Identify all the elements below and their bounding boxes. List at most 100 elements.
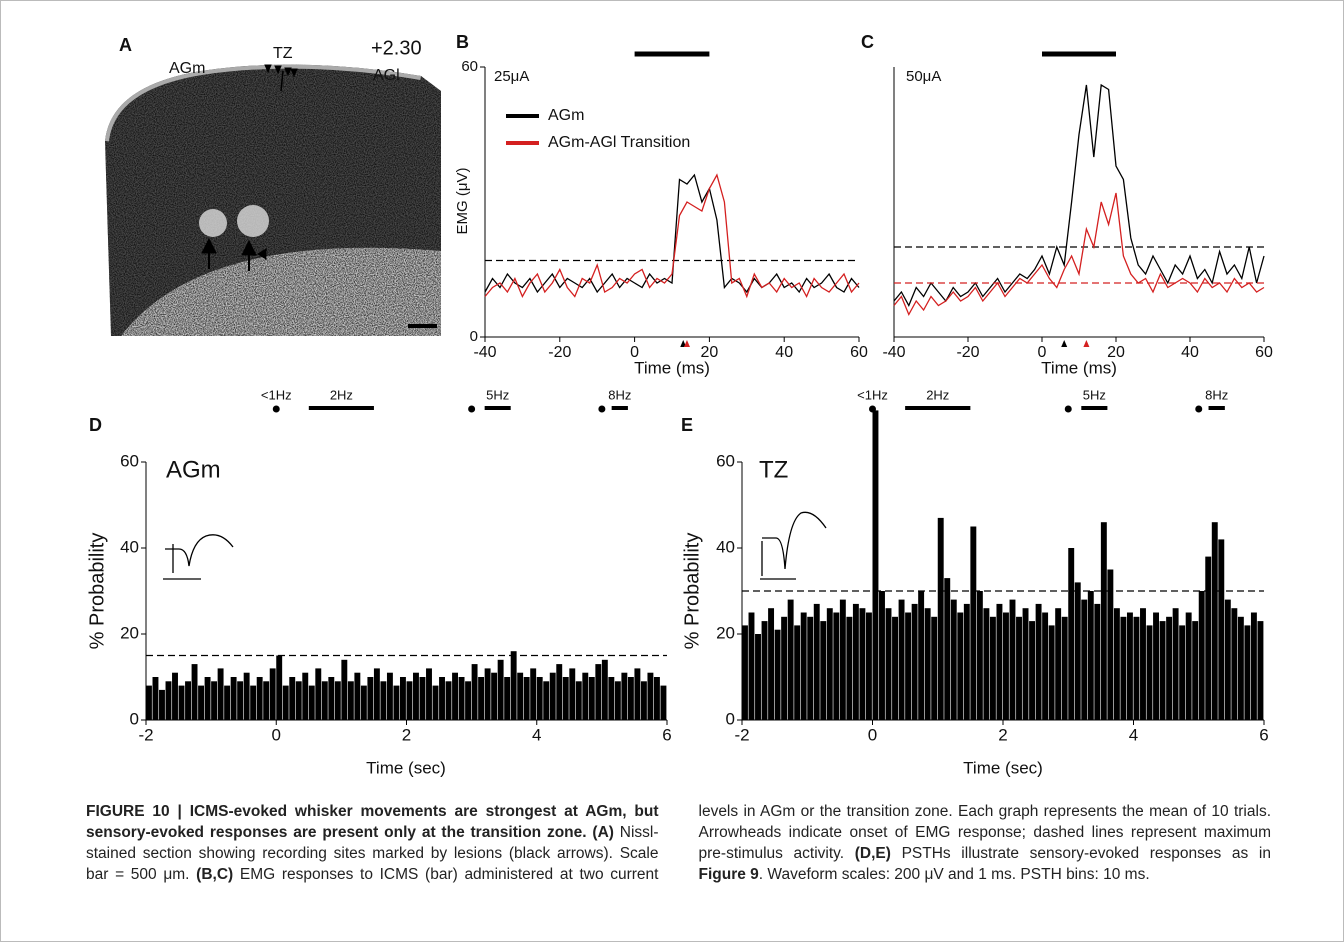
stimulus-label: 2Hz: [330, 387, 353, 402]
psth-bar: [1042, 612, 1049, 720]
psth-bar: [820, 621, 827, 720]
psth-bar: [1087, 591, 1094, 720]
psth-bar: [996, 603, 1003, 720]
psth-bar: [491, 672, 498, 720]
psth-bar: [191, 664, 198, 720]
panel-label: B: [456, 32, 469, 52]
psth-bar: [367, 677, 374, 720]
psth-bar: [504, 677, 511, 720]
psth-bar: [1100, 522, 1107, 720]
psth-bar: [774, 629, 781, 720]
emg-trace: [893, 83, 1265, 308]
psth-bar: [885, 608, 892, 720]
x-tick-label: 4: [1129, 725, 1138, 744]
psth-bar: [315, 668, 322, 720]
caption-text: (A): [586, 824, 614, 841]
caption-text: (B,C): [196, 866, 234, 883]
psth-bar: [159, 689, 165, 720]
psth-bar: [833, 612, 840, 720]
psth-bar: [152, 677, 159, 720]
caption-text: EMG responses to ICMS (bar) administered…: [233, 803, 1271, 883]
panel-title: AGm: [166, 456, 221, 483]
psth-bar: [530, 668, 537, 720]
psth-bar: [1107, 569, 1114, 720]
figure-panels: A AGm TZ AGl +2.30 B 25μA EMG (μV) Time (ms…: [86, 32, 1273, 778]
psth-bar: [556, 664, 563, 720]
psth-bar: [807, 616, 814, 720]
psth-bar: [217, 668, 224, 720]
coordinate-label: +2.30: [371, 37, 422, 59]
psth-bar: [413, 672, 419, 720]
x-tick-label: 6: [662, 725, 671, 744]
panel-label: A: [119, 35, 132, 55]
psth-bar: [399, 677, 406, 720]
x-tick-label: -20: [548, 344, 571, 361]
x-axis-label: Time (ms): [1041, 358, 1117, 377]
psth-bar: [536, 677, 543, 720]
x-tick-label: 2: [998, 725, 1007, 744]
psth-bar: [347, 681, 354, 720]
psth-bar: [826, 608, 833, 720]
psth-bar: [989, 616, 996, 720]
psth-bar: [432, 685, 439, 720]
psth-bar: [334, 681, 341, 720]
psth-bar: [465, 681, 472, 720]
psth-bar: [471, 664, 478, 720]
psth-bar: [1192, 621, 1199, 720]
psth-bar: [634, 668, 641, 720]
psth-bar: [1146, 625, 1153, 720]
psth-bar: [595, 664, 602, 720]
psth-bar: [748, 612, 755, 720]
psth-bar: [976, 591, 983, 720]
psth-bar: [360, 685, 367, 720]
psth-bar: [1016, 616, 1022, 720]
current-label: 50μA: [906, 68, 941, 85]
psth-bar: [627, 677, 634, 720]
psth-bar: [263, 681, 270, 720]
psth-bar: [165, 681, 172, 720]
caption-text: (D,E): [854, 845, 891, 862]
psth-bar: [1120, 616, 1127, 720]
panel-label: D: [89, 415, 102, 435]
psth-bar: [911, 603, 918, 720]
region-label: AGm: [169, 60, 205, 77]
psth-bar: [660, 685, 667, 720]
psth-bar: [1257, 621, 1264, 720]
psth-bar: [517, 672, 524, 720]
stimulus-label: 5Hz: [1083, 387, 1106, 402]
figure-caption: FIGURE 10 | ICMS-evoked whisker movement…: [86, 801, 1271, 885]
stimulus-dot: [598, 405, 606, 413]
psth-bar: [562, 677, 569, 720]
psth-bar: [608, 677, 615, 720]
psth-bar: [289, 677, 296, 720]
x-tick-label: 0: [868, 725, 877, 744]
stimulus-label: 5Hz: [486, 387, 509, 402]
psth-bar: [204, 677, 211, 720]
x-tick-label: 60: [850, 344, 868, 361]
psth-bar: [172, 672, 178, 720]
psth-bar: [865, 612, 872, 720]
stimulus-label: <1Hz: [857, 387, 888, 402]
x-tick-label: 40: [775, 344, 793, 361]
psth-bar: [302, 672, 309, 720]
psth-bar: [497, 659, 504, 720]
stimulus-dot: [869, 405, 876, 413]
psth-bar: [198, 685, 205, 720]
psth-bar: [1009, 599, 1016, 720]
psth-bar: [755, 634, 761, 720]
x-axis-label: Time (sec): [366, 758, 446, 777]
psth-bar: [1211, 522, 1218, 720]
psth-bar: [937, 517, 944, 720]
psth-bar: [354, 672, 361, 720]
y-tick-label: 0: [130, 709, 139, 728]
psth-bar: [1140, 608, 1146, 720]
x-tick-label: -40: [473, 344, 496, 361]
x-tick-label: 2: [402, 725, 411, 744]
onset-arrowhead: [1061, 340, 1068, 347]
psth-bar: [768, 608, 775, 720]
psth-bar: [1022, 608, 1029, 720]
psth-bar: [445, 681, 452, 720]
psth-bar: [1126, 612, 1133, 720]
y-tick-label: 20: [120, 623, 139, 642]
